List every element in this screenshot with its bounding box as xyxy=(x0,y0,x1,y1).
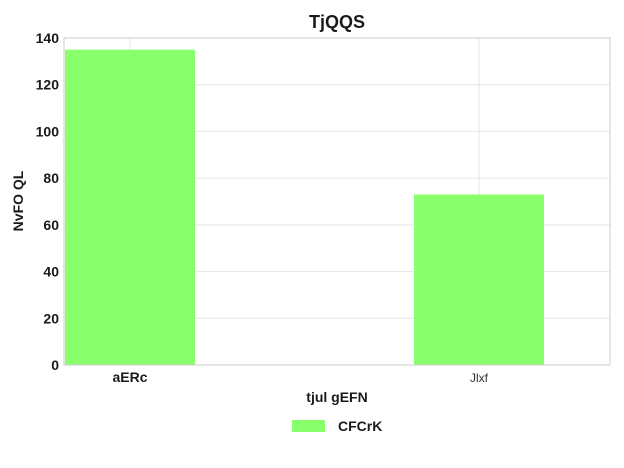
bar xyxy=(414,194,544,365)
x-tick-label: Jlxf xyxy=(470,371,489,385)
y-axis-label: NvFO QL xyxy=(10,170,26,231)
y-tick-label: 100 xyxy=(36,123,60,139)
legend: CFCrK xyxy=(292,418,382,434)
legend-swatch xyxy=(292,420,325,432)
y-tick-label: 20 xyxy=(43,310,59,326)
y-tick-label: 60 xyxy=(43,217,59,233)
x-axis-ticks: aERc Jlxf xyxy=(112,369,488,385)
y-tick-label: 120 xyxy=(36,77,60,93)
y-tick-label: 40 xyxy=(43,264,59,280)
y-tick-label: 80 xyxy=(43,170,59,186)
bar xyxy=(65,49,195,366)
plot-frame xyxy=(63,37,611,366)
chart-title: TjQQS xyxy=(309,12,365,32)
legend-label: CFCrK xyxy=(338,418,382,434)
y-tick-label: 0 xyxy=(51,357,59,373)
bars xyxy=(65,49,544,366)
x-axis-label: tjul gEFN xyxy=(306,389,367,405)
y-axis-ticks: 0 20 40 60 80 100 120 140 xyxy=(36,30,60,373)
y-tick-label: 140 xyxy=(36,30,60,46)
x-tick-label: aERc xyxy=(112,369,147,385)
